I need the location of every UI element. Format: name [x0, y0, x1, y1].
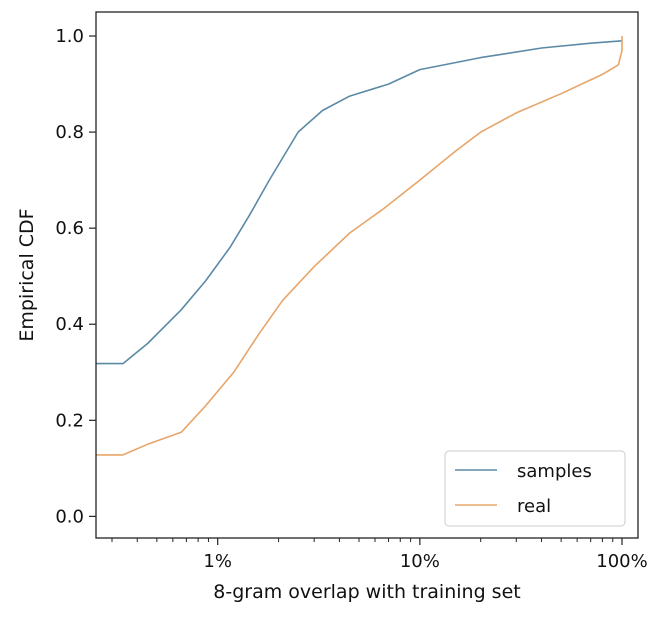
y-tick-label: 0.8 — [55, 122, 84, 143]
legend-label-real: real — [517, 496, 551, 517]
series-layer — [96, 36, 623, 456]
y-tick-label: 0.4 — [55, 314, 84, 335]
series-line-real — [96, 36, 623, 456]
y-axis-ticks: 0.0 0.2 0.4 0.6 0.8 1.0 — [55, 26, 96, 527]
plot-frame — [95, 11, 639, 539]
y-axis-label: Empirical CDF — [16, 208, 38, 341]
x-tick-label: 10% — [400, 551, 440, 572]
y-tick-label: 1.0 — [55, 26, 84, 47]
x-tick-label: 1% — [203, 551, 232, 572]
y-tick-label: 0.2 — [55, 410, 84, 431]
x-tick-label: 100% — [596, 551, 647, 572]
x-axis-label: 8-gram overlap with training set — [213, 581, 520, 603]
y-tick-label: 0.6 — [55, 218, 84, 239]
series-line-samples — [96, 40, 623, 365]
y-tick-label: 0.0 — [55, 506, 84, 527]
legend-label-samples: samples — [517, 461, 592, 482]
x-axis-ticks: 1% 10% 100% — [111, 538, 648, 572]
legend: samples real — [444, 450, 626, 527]
